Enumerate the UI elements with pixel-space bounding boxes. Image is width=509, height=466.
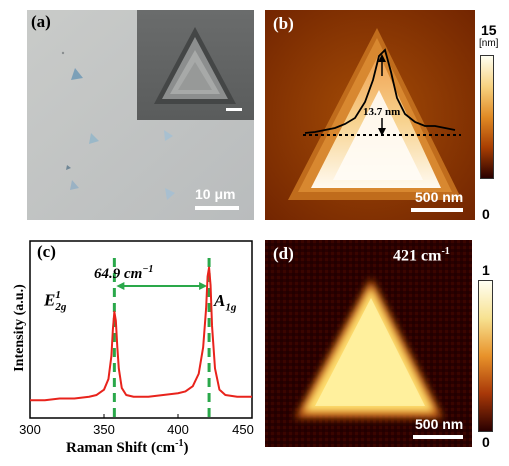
panel-b-colorbar-max: 15 (481, 22, 497, 38)
panel-c-label: (c) (37, 242, 56, 261)
raman-mode-label: 421 cm-1 (393, 246, 450, 265)
arrow-head-1 (199, 282, 208, 290)
panel-a-optical-image: (a) 10 μm (27, 10, 254, 225)
panel-d-colorbar-max: 1 (482, 262, 490, 278)
panel-b-colorbar-unit: [nm] (479, 38, 499, 49)
afm-height-map (265, 10, 475, 220)
raman-spectrum-plot (29, 240, 253, 419)
panel-d-scale-bar (413, 435, 463, 439)
panel-b-afm-image: (b) 13.7 nm 500 nm (265, 10, 475, 220)
panel-b-colorbar-min: 0 (482, 206, 490, 222)
panel-d-label: (d) (273, 244, 294, 263)
panel-a-scale-bar (195, 206, 239, 210)
panel-c-raman-chart: (c) 64.9 cm−1 E 1 2g A1g Intensity (a.u.) … (0, 238, 260, 461)
panel-a-scale-text: 10 μm (195, 186, 236, 202)
optical-micrograph (27, 10, 254, 225)
x-tick-label-2: 400 (167, 422, 189, 437)
raman-series-line-0 (30, 266, 252, 402)
peak-separation-value: 64.9 cm (94, 266, 143, 282)
arrow-head-0 (116, 282, 125, 290)
afm-height-profile (304, 48, 456, 134)
plot-frame (29, 240, 253, 419)
peak-right-label: A1g (214, 291, 237, 314)
peak-separation-unit-sup: −1 (142, 264, 154, 275)
peak-separation-label: 64.9 cm−1 (94, 264, 153, 283)
raman-intensity-map (265, 240, 472, 447)
inset-zoom-image (137, 10, 254, 120)
panel-d-colorbar-min: 0 (482, 434, 490, 450)
peak-left-label: E 1 2g (44, 289, 67, 313)
afm-height-annotation: 13.7 nm (363, 106, 401, 118)
panel-d-raman-map: (d) 421 cm-1 500 nm (265, 240, 472, 447)
panel-b-label: (b) (273, 14, 294, 33)
panel-b-scale-text: 500 nm (415, 189, 464, 205)
panel-b-scale-bar (411, 208, 463, 212)
x-tick-label-3: 450 (232, 422, 254, 437)
x-axis-label: Raman Shift (cm-1) (66, 438, 189, 456)
panel-a-label: (a) (31, 12, 51, 31)
x-tick-label-1: 350 (93, 422, 115, 437)
panel-d-colorbar (478, 280, 493, 432)
y-axis-label: Intensity (a.u.) (12, 284, 27, 372)
x-tick-label-0: 300 (19, 422, 41, 437)
panel-d-scale-text: 500 nm (415, 416, 464, 432)
panel-b-colorbar (480, 55, 494, 179)
